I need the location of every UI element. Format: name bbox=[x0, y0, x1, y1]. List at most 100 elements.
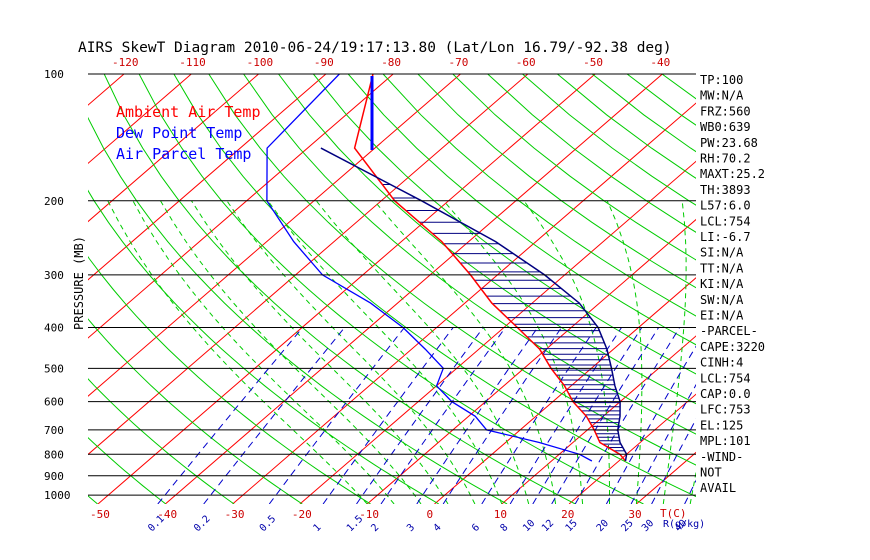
bottom-temp-tick-label: 10 bbox=[494, 508, 507, 521]
dry-adiabat bbox=[243, 74, 696, 435]
top-temp-tick-label: -90 bbox=[314, 56, 334, 69]
index-label: LCL:754 bbox=[700, 371, 751, 385]
index-label: PW:23.68 bbox=[700, 136, 758, 150]
mixing-ratio-line bbox=[551, 327, 660, 504]
index-label: NOT bbox=[700, 466, 722, 480]
pressure-tick-label: 800 bbox=[44, 448, 64, 461]
pressure-tick-label: 900 bbox=[44, 470, 64, 483]
mixing-ratio-line bbox=[532, 327, 643, 504]
pressure-tick-label: 400 bbox=[44, 322, 64, 335]
chart-text: AIRS SkewT Diagram 2010-06-24/19:17:13.8… bbox=[72, 40, 672, 330]
mixing-ratio-line bbox=[574, 327, 681, 504]
bottom-temp-tick-label: 30 bbox=[628, 508, 641, 521]
moist-adiabat bbox=[443, 200, 584, 504]
dry-adiabat bbox=[88, 318, 303, 504]
bottom-temp-tick-label: -30 bbox=[225, 508, 245, 521]
isotherm bbox=[88, 74, 192, 165]
index-label: RH:70.2 bbox=[700, 152, 751, 166]
index-label: SW:N/A bbox=[700, 293, 744, 307]
top-temp-tick-label: -40 bbox=[650, 56, 670, 69]
isotherm bbox=[434, 277, 696, 504]
dry-adiabat bbox=[88, 256, 371, 504]
pressure-tick-label: 100 bbox=[44, 68, 64, 81]
moist-adiabat bbox=[523, 200, 610, 504]
moist-adiabat bbox=[267, 200, 503, 504]
index-label: TT:N/A bbox=[700, 261, 744, 275]
moist-adiabat bbox=[315, 200, 530, 504]
isotherm bbox=[501, 335, 696, 504]
index-label: MAXT:25.2 bbox=[700, 167, 765, 181]
moist-adiabat bbox=[191, 200, 449, 504]
dry-adiabat bbox=[88, 189, 440, 504]
mixing-ratio-line bbox=[268, 327, 405, 504]
mixing-ratio-line bbox=[605, 345, 696, 504]
moist-adiabat bbox=[160, 200, 422, 504]
legend-dew-point-temp: Dew Point Temp bbox=[116, 124, 242, 142]
isobars bbox=[88, 73, 696, 496]
y-axis-label: PRESSURE (MB) bbox=[72, 236, 86, 330]
mixing-ratio-line bbox=[416, 327, 539, 504]
dry-adiabat bbox=[88, 116, 508, 504]
mixing-ratio-line bbox=[442, 327, 562, 504]
bottom-temp-tick-label: 0 bbox=[427, 508, 434, 521]
pressure-tick-label: 700 bbox=[44, 424, 64, 437]
mixing-ratio-unit: R(g/kg) bbox=[663, 519, 705, 530]
legend-ambient-air-temp: Ambient Air Temp bbox=[116, 103, 261, 121]
pressure-tick-label: 600 bbox=[44, 396, 64, 409]
top-temp-tick-label: -120 bbox=[112, 56, 139, 69]
index-label: -PARCEL- bbox=[700, 324, 758, 338]
isotherm bbox=[88, 74, 529, 456]
dry-adiabat bbox=[382, 74, 696, 317]
top-temp-tick-label: -100 bbox=[247, 56, 274, 69]
dry-adiabat bbox=[417, 74, 696, 289]
index-label: CINH:4 bbox=[700, 356, 743, 370]
dry-adiabat bbox=[452, 74, 696, 261]
mixing-ratio-line bbox=[630, 383, 696, 504]
dry-adiabat bbox=[88, 378, 235, 504]
bottom-temp-tick-label: -40 bbox=[157, 508, 177, 521]
moist-adiabat bbox=[373, 200, 557, 504]
isotherm bbox=[568, 393, 696, 504]
pressure-tick-label: 200 bbox=[44, 195, 64, 208]
index-label: WB0:639 bbox=[700, 120, 751, 134]
isotherm bbox=[299, 160, 696, 504]
index-label: AVAIL bbox=[700, 481, 736, 495]
legend-air-parcel-temp: Air Parcel Temp bbox=[116, 145, 251, 163]
chart-title: AIRS SkewT Diagram 2010-06-24/19:17:13.8… bbox=[78, 40, 672, 56]
dew-point-temp-line bbox=[266, 74, 593, 462]
mixing-ratio-line bbox=[356, 327, 484, 504]
mixing-ratio-line bbox=[322, 327, 454, 504]
index-label: LI:-6.7 bbox=[700, 230, 751, 244]
dry-adiabat bbox=[208, 74, 696, 466]
bottom-temp-tick-label: -50 bbox=[90, 508, 110, 521]
top-temp-tick-label: -50 bbox=[583, 56, 603, 69]
mixing-ratio-line bbox=[380, 327, 506, 504]
top-temp-tick-label: -60 bbox=[516, 56, 536, 69]
pressure-tick-label: 300 bbox=[44, 269, 64, 282]
index-label: LFC:753 bbox=[700, 403, 751, 417]
grid-lines bbox=[88, 74, 696, 504]
top-temp-tick-label: -70 bbox=[449, 56, 469, 69]
index-label: CAP:0.0 bbox=[700, 387, 751, 401]
mixing-ratio-line bbox=[481, 327, 597, 504]
index-label: TH:3893 bbox=[700, 183, 751, 197]
top-temp-tick-label: -80 bbox=[381, 56, 401, 69]
index-label: EI:N/A bbox=[700, 309, 744, 323]
isotherm bbox=[366, 218, 696, 504]
moist-adiabat bbox=[107, 200, 368, 504]
mixing-ratio-line bbox=[651, 418, 696, 504]
index-label: LCL:754 bbox=[700, 214, 751, 228]
isotherm bbox=[164, 74, 663, 504]
index-label: CAPE:3220 bbox=[700, 340, 765, 354]
dry-adiabat bbox=[347, 74, 696, 346]
index-label: TP:100 bbox=[700, 73, 743, 87]
index-label: EL:125 bbox=[700, 418, 743, 432]
isotherm bbox=[88, 74, 394, 339]
index-label: KI:N/A bbox=[700, 277, 744, 291]
mixing-ratio-line bbox=[157, 327, 304, 504]
dry-adiabat bbox=[313, 74, 696, 375]
index-label: MW:N/A bbox=[700, 89, 744, 103]
